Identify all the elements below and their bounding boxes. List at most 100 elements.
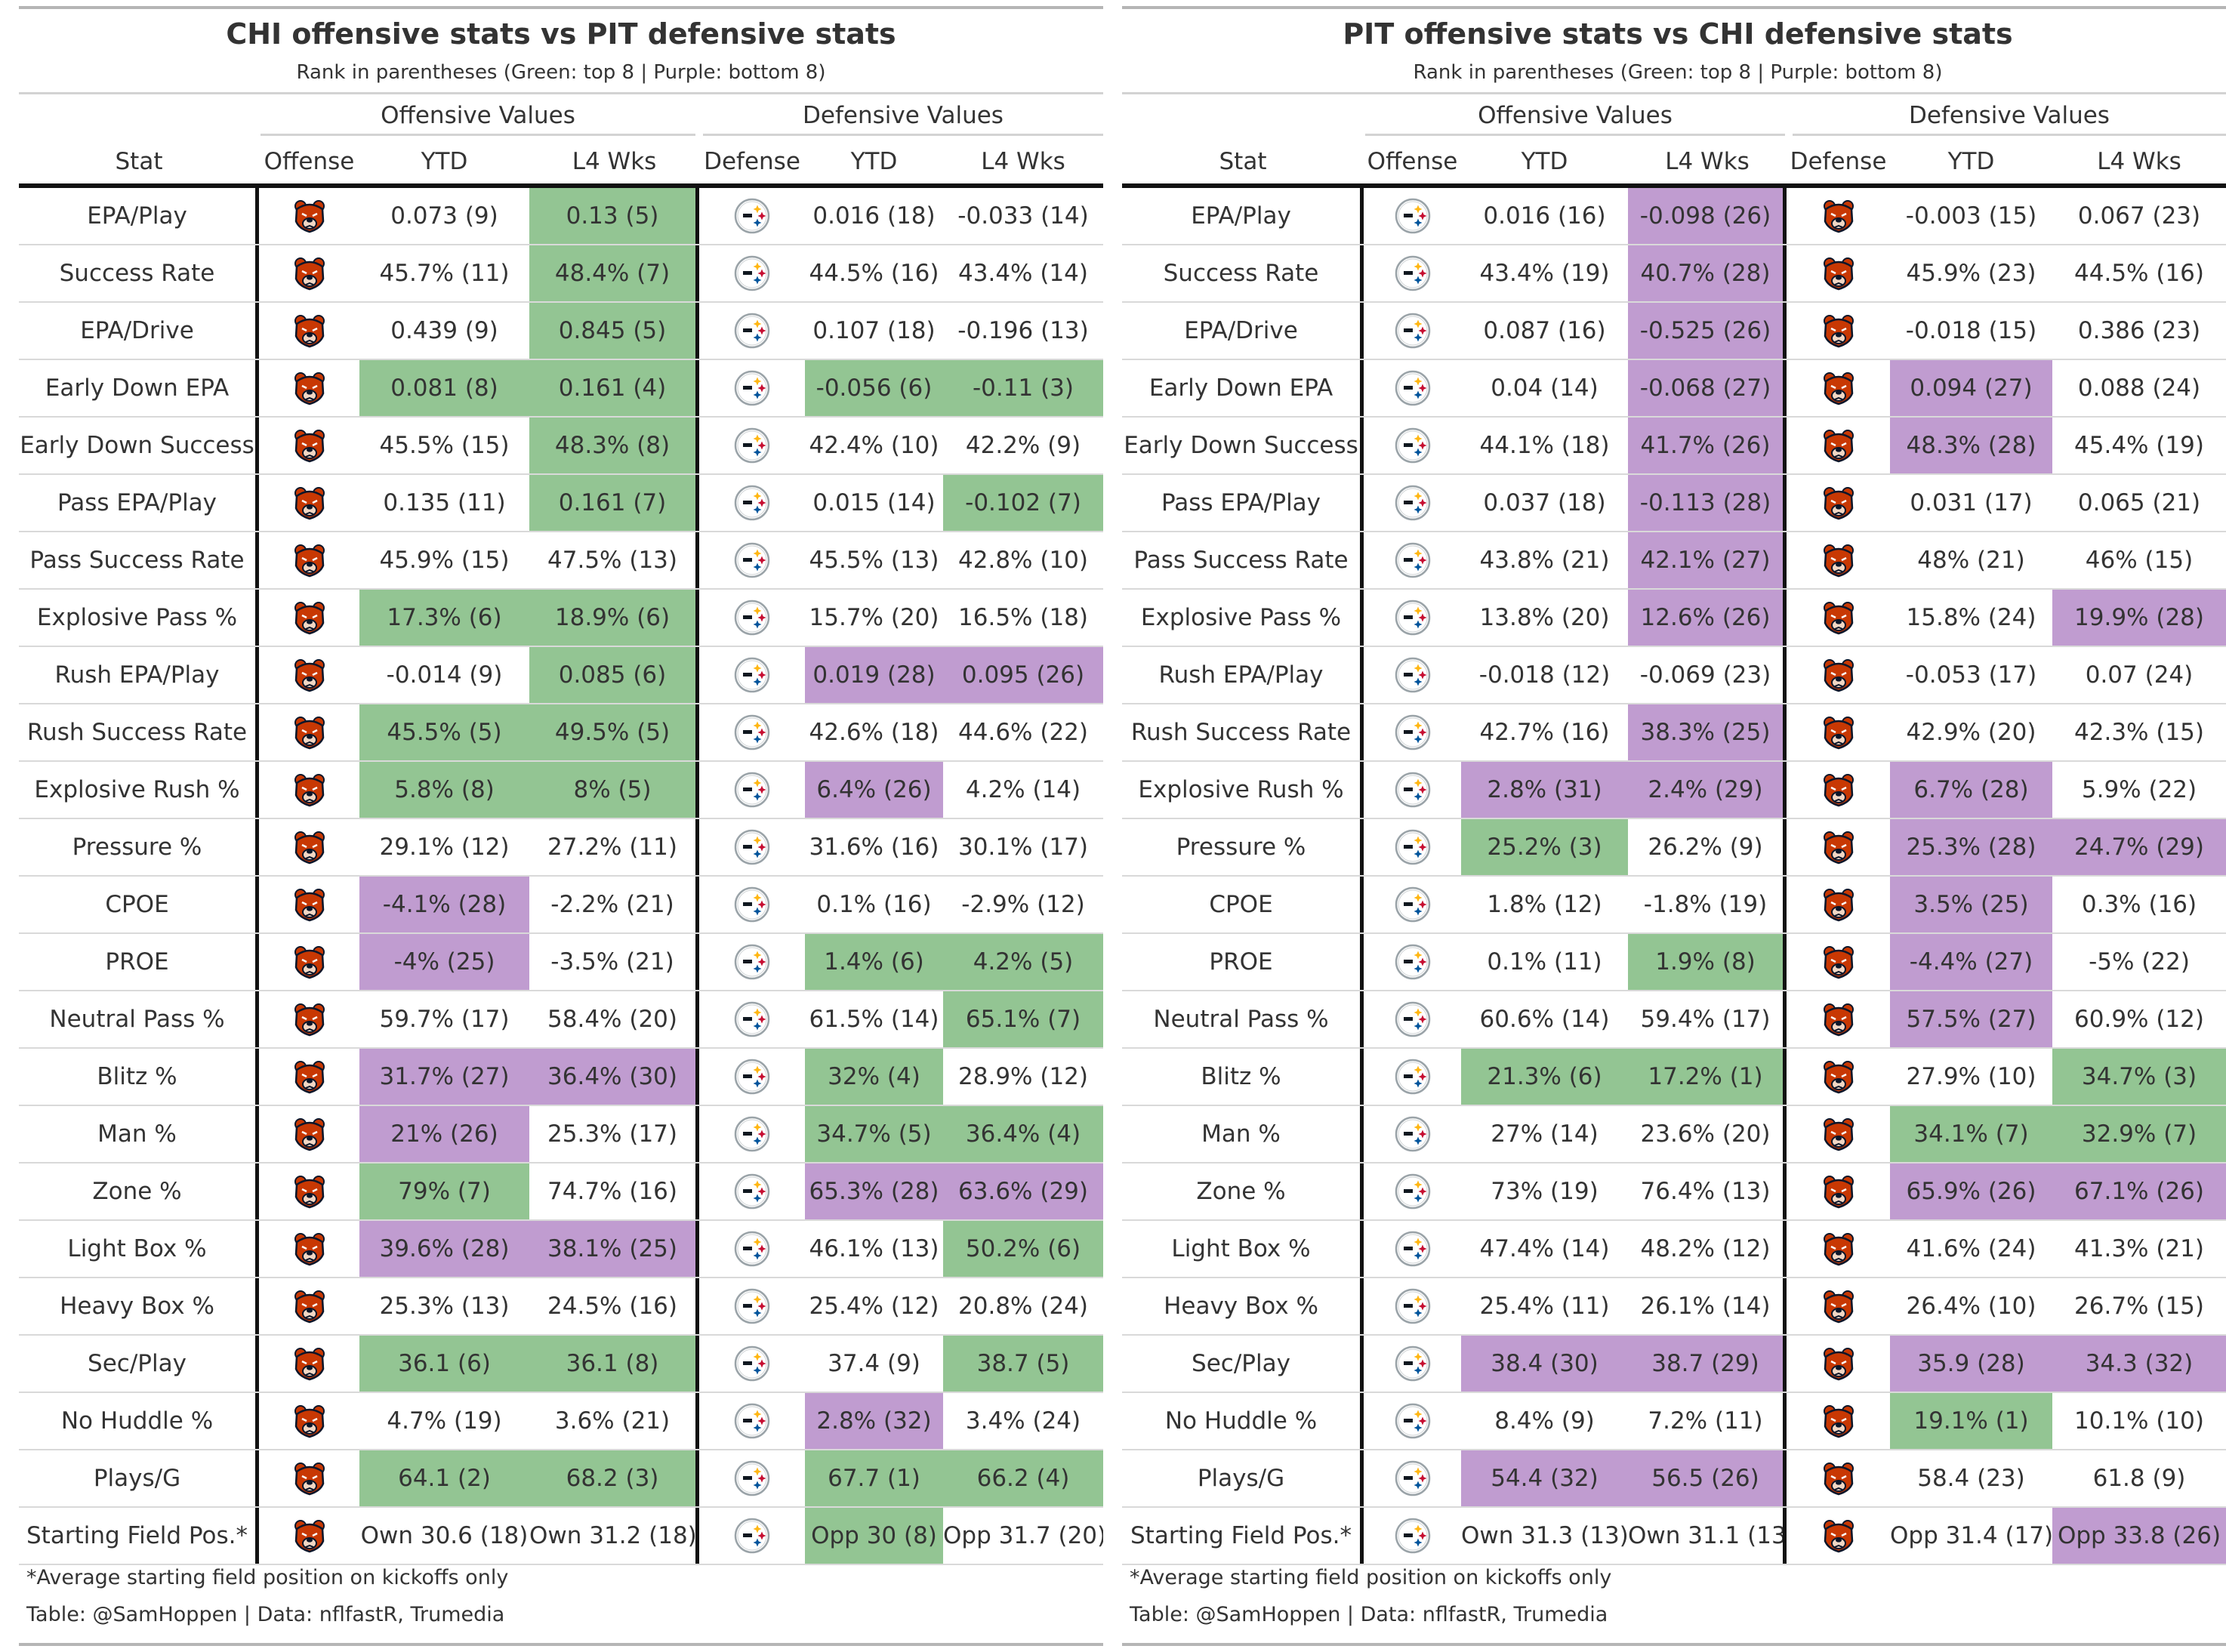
defense-ytd-cell: 42.4% (10) [809,432,939,459]
offense-l4-cell: 49.5% (5) [529,704,699,760]
col-header-defense: Defense [704,148,800,175]
panel-title: CHI offensive stats vs PIT defensive sta… [226,17,896,51]
steelers-logo-icon [699,991,805,1047]
defense-l4-cell: 0.095 (26) [943,647,1103,703]
defense-ytd-cell: 42.6% (18) [809,719,939,746]
stat-label: Blitz % [1122,1049,1364,1105]
table-row: Blitz % 21.3% (6) 17.2% (1) 27.9% (10) 34.7%… [1122,1049,2226,1106]
bears-logo-icon [1787,475,1890,531]
offense-ytd-cell: 0.087 (16) [1483,317,1606,344]
steelers-logo-icon [699,1336,805,1392]
stat-label: Pressure % [19,819,259,875]
offense-ytd-cell: 25.2% (3) [1461,819,1628,875]
defense-ytd-cell: 6.7% (28) [1890,762,2052,818]
defense-ytd-cell: 31.6% (16) [809,834,939,861]
offense-l4-cell: -3.5% (21) [529,934,699,990]
defense-ytd-cell: 44.5% (16) [809,260,939,287]
steelers-logo-icon [699,188,805,244]
panel-chi-vs-pit: CHI offensive stats vs PIT defensive sta… [19,0,1103,1652]
steelers-logo-icon [699,475,805,531]
offense-ytd-cell: 0.439 (9) [390,317,498,344]
defense-l4-cell: 0.065 (21) [2077,489,2201,516]
offense-ytd-cell: 0.1% (11) [1487,948,1602,975]
offense-l4-cell: 76.4% (13) [1628,1163,1787,1219]
steelers-logo-icon [1364,704,1461,760]
offense-ytd-cell: 59.7% (17) [379,1006,510,1033]
bears-logo-icon [1787,704,1890,760]
bears-logo-icon [1787,877,1890,932]
steelers-logo-icon [1364,762,1461,818]
offense-l4-cell: 0.161 (7) [529,475,699,531]
defense-l4-cell: 28.9% (12) [958,1063,1088,1090]
footnote: *Average starting field position on kick… [1130,1566,1612,1589]
stat-label: Early Down Success [1122,418,1364,473]
defense-ytd-cell: 45.9% (23) [1906,260,2036,287]
defense-l4-cell: 19.9% (28) [2052,590,2226,646]
offense-l4-cell: 23.6% (20) [1628,1106,1787,1162]
defense-l4-cell: 0.067 (23) [2077,202,2201,230]
steelers-logo-icon [1364,1278,1461,1334]
steelers-logo-icon [699,704,805,760]
defense-l4-cell: 46% (15) [2085,547,2194,574]
offense-ytd-cell: 45.5% (15) [379,432,510,459]
defense-ytd-cell: -0.053 (17) [1905,661,2037,689]
stat-label: Starting Field Pos.* [19,1508,259,1564]
stat-label: Success Rate [19,245,259,301]
col-header-def-l4: L4 Wks [981,148,1065,175]
stat-label: Neutral Pass % [1122,991,1364,1047]
defense-l4-cell: 66.2 (4) [943,1450,1103,1506]
defense-ytd-cell: 48% (21) [1917,547,2025,574]
stat-label: Zone % [19,1163,259,1219]
bears-logo-icon [259,1106,359,1162]
col-header-def-ytd: YTD [850,148,898,175]
offense-l4-cell: -0.525 (26) [1628,303,1787,359]
defense-ytd-cell: -4.4% (27) [1890,934,2052,990]
defense-l4-cell: 4.2% (14) [965,776,1081,803]
steelers-logo-icon [699,1106,805,1162]
bears-logo-icon [1787,647,1890,703]
table-body: EPA/Play 0.016 (16) -0.098 (26) -0.003 (15)… [1122,188,2226,1565]
offense-ytd-cell: 43.8% (21) [1479,547,1610,574]
stat-label: Sec/Play [1122,1336,1364,1392]
offense-ytd-cell: 73% (19) [1491,1178,1599,1205]
defense-l4-cell: 42.8% (10) [958,547,1088,574]
steelers-logo-icon [699,418,805,473]
stat-label: Success Rate [1122,245,1364,301]
stat-label: PROE [1122,934,1364,990]
offense-l4-cell: 36.4% (30) [529,1049,699,1105]
steelers-logo-icon [699,532,805,588]
offense-ytd-cell: 2.8% (31) [1461,762,1628,818]
table-row: Blitz % 31.7% (27) 36.4% (30) 32% (4) 28.9% … [19,1049,1103,1106]
stat-label: Early Down EPA [1122,360,1364,416]
stat-label: Early Down EPA [19,360,259,416]
offense-l4-cell: 7.2% (11) [1628,1393,1787,1449]
defense-ytd-cell: -0.056 (6) [805,360,943,416]
stat-label: Man % [1122,1106,1364,1162]
table-row: EPA/Play 0.073 (9) 0.13 (5) 0.016 (18) -0.03… [19,188,1103,245]
steelers-logo-icon [1364,303,1461,359]
steelers-logo-icon [699,1278,805,1334]
bears-logo-icon [259,1393,359,1449]
steelers-logo-icon [1364,1106,1461,1162]
stat-label: Pass EPA/Play [19,475,259,531]
defense-ytd-cell: 34.7% (5) [805,1106,943,1162]
steelers-logo-icon [1364,991,1461,1047]
bears-logo-icon [259,590,359,646]
defense-l4-cell: -0.11 (3) [943,360,1103,416]
panel-title: PIT offensive stats vs CHI defensive sta… [1343,17,2013,51]
table-row: CPOE 1.8% (12) -1.8% (19) 3.5% (25) 0.3% (16… [1122,877,2226,934]
steelers-logo-icon [1364,418,1461,473]
table-row: Light Box % 39.6% (28) 38.1% (25) 46.1% (13… [19,1221,1103,1278]
offense-l4-cell: 74.7% (16) [529,1163,699,1219]
offense-ytd-cell: 60.6% (14) [1479,1006,1610,1033]
bears-logo-icon [1787,1106,1890,1162]
table-row: Pass Success Rate 45.9% (15) 47.5% (13) 45.… [19,532,1103,590]
col-header-offense: Offense [1367,148,1458,175]
stat-label: Light Box % [19,1221,259,1277]
defense-l4-cell: 0.386 (23) [2077,317,2201,344]
defense-ytd-cell: 0.015 (14) [812,489,936,516]
steelers-logo-icon [1364,934,1461,990]
stat-label: Starting Field Pos.* [1122,1508,1364,1564]
offense-ytd-cell: 21.3% (6) [1461,1049,1628,1105]
stat-label: EPA/Drive [19,303,259,359]
